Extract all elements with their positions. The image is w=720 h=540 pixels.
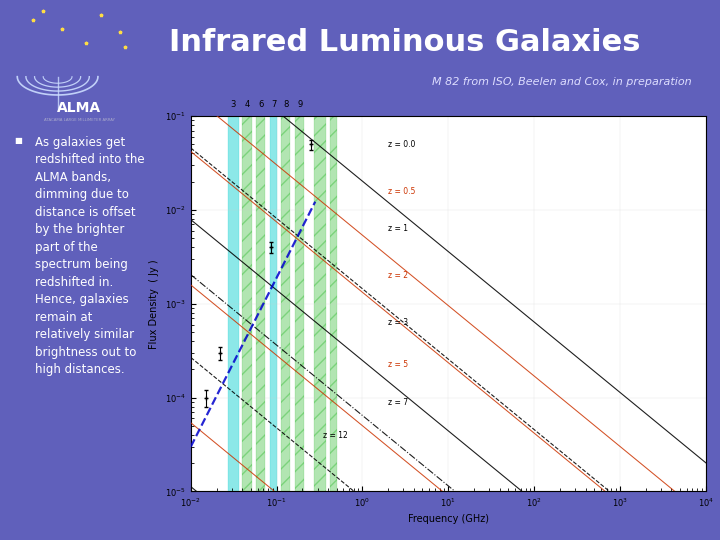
Text: ALMA: ALMA: [57, 100, 102, 114]
Text: As galaxies get
redshifted into the
ALMA bands,
dimming due to
distance is offse: As galaxies get redshifted into the ALMA…: [35, 136, 145, 376]
Y-axis label: Flux Density  ( Jy ): Flux Density ( Jy ): [149, 259, 159, 348]
Text: z = 0.0: z = 0.0: [388, 140, 415, 149]
Text: 9: 9: [298, 99, 303, 109]
Text: z = 5: z = 5: [388, 360, 408, 369]
Text: 7: 7: [271, 99, 276, 109]
X-axis label: Frequency (GHz): Frequency (GHz): [408, 514, 489, 524]
Text: z = 3: z = 3: [388, 318, 408, 327]
Text: ATACAMA LARGE MILLIMETER ARRAY: ATACAMA LARGE MILLIMETER ARRAY: [44, 118, 114, 122]
Text: M 82 from ISO, Beelen and Cox, in preparation: M 82 from ISO, Beelen and Cox, in prepar…: [432, 77, 692, 87]
Bar: [281, 116, 290, 491]
Bar: [270, 116, 277, 491]
Text: z = 0.5: z = 0.5: [388, 187, 415, 195]
Text: z = 1: z = 1: [388, 224, 408, 233]
Text: z = 2: z = 2: [388, 271, 408, 280]
Text: 6: 6: [258, 99, 264, 109]
Text: 4: 4: [245, 99, 251, 109]
Text: ■: ■: [14, 136, 22, 145]
Text: Infrared Luminous Galaxies: Infrared Luminous Galaxies: [169, 28, 641, 57]
Text: z = 12: z = 12: [323, 430, 348, 440]
Bar: [294, 116, 305, 491]
Bar: [330, 116, 336, 491]
Bar: [243, 116, 252, 491]
Text: 3: 3: [230, 99, 235, 109]
Bar: [315, 116, 325, 491]
Text: z = 7: z = 7: [388, 398, 408, 407]
Bar: [228, 116, 238, 491]
Text: 8: 8: [283, 99, 289, 109]
Bar: [256, 116, 266, 491]
